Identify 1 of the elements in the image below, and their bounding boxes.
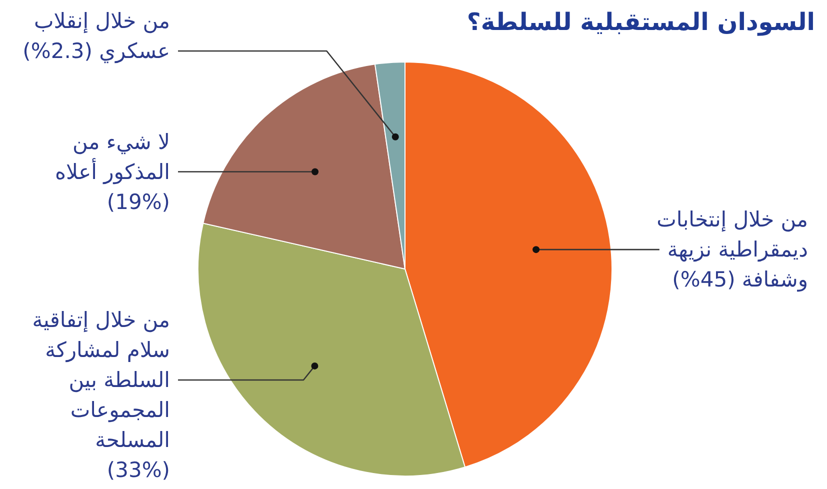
title: السودان المستقبلية للسلطة؟ bbox=[466, 8, 815, 36]
